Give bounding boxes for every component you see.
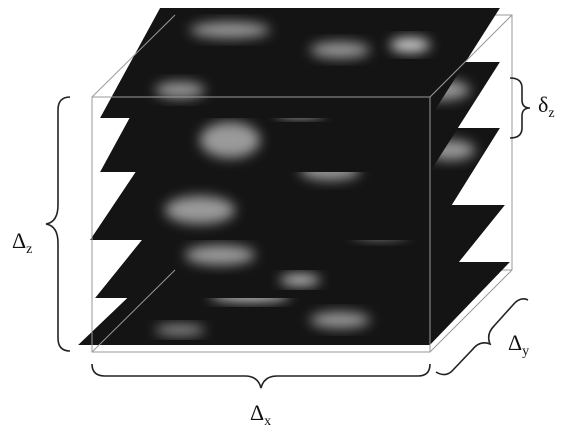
label-delta-z: Δz	[12, 228, 32, 257]
label-part: z	[26, 242, 32, 257]
label-slice-spacing: δz	[538, 92, 555, 121]
label-delta-x: Δx	[250, 400, 271, 429]
label-part: Δ	[508, 330, 522, 355]
brace	[46, 97, 70, 351]
label-part: x	[264, 414, 271, 429]
slice	[100, 8, 500, 118]
label-part: z	[548, 106, 554, 121]
brace	[92, 364, 430, 388]
label-delta-y: Δy	[508, 330, 529, 359]
label-part: Δ	[250, 400, 264, 425]
diagram: Δz Δx Δy δz	[0, 0, 562, 439]
label-part: Δ	[12, 228, 26, 253]
label-part: y	[522, 344, 529, 359]
brace	[510, 78, 530, 138]
label-part: δ	[538, 92, 548, 117]
